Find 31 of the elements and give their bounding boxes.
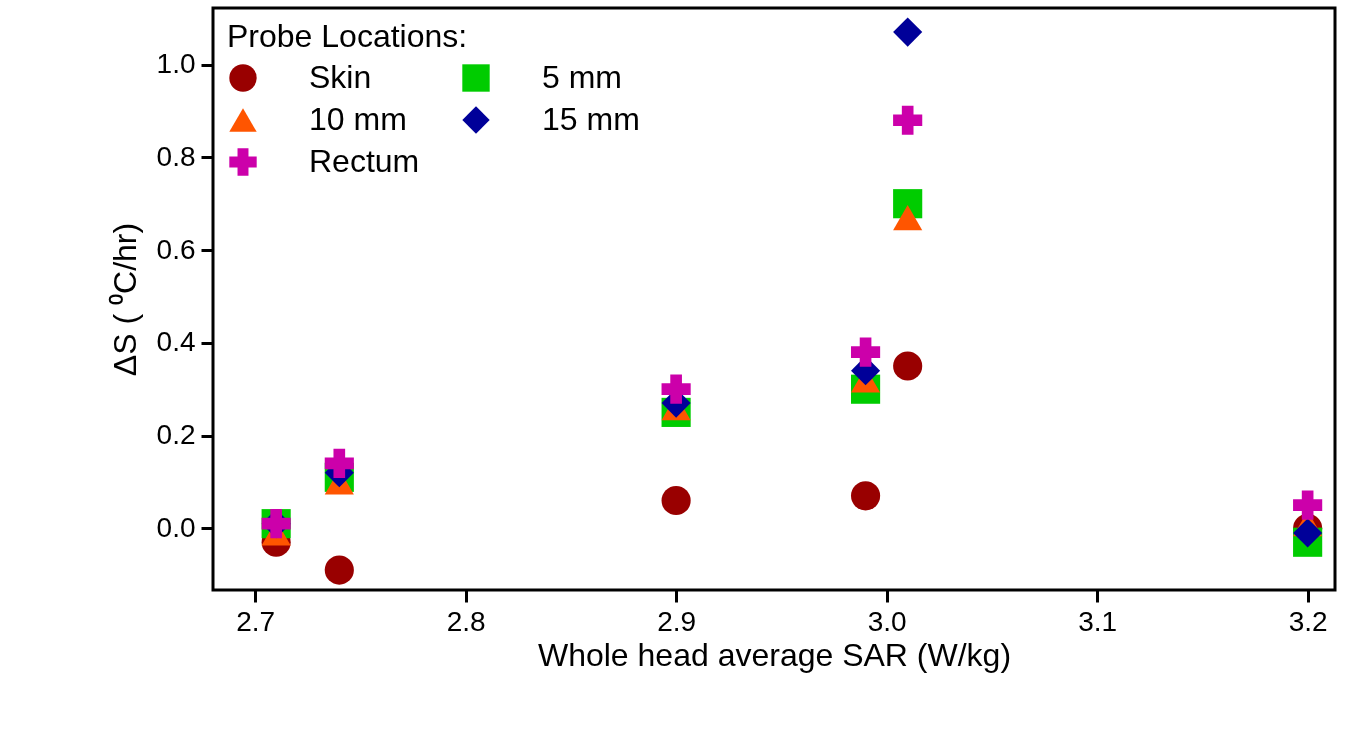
- point: [850, 481, 881, 511]
- x-tick-label: 2.9: [657, 605, 697, 637]
- point: [1293, 490, 1323, 520]
- x-axis-title: Whole head average SAR (W/kg): [537, 636, 1012, 673]
- point: [324, 448, 354, 478]
- x-tick-label: 3.2: [1288, 605, 1328, 637]
- legend-label: 15 mm: [542, 101, 640, 137]
- point: [661, 485, 691, 516]
- y-tick-label: 0.0: [156, 511, 196, 543]
- point: [661, 374, 691, 404]
- legend-label: Skin: [309, 59, 372, 95]
- point: [850, 337, 881, 367]
- legend-label: 10 mm: [309, 101, 407, 137]
- y-tick-label: 0.4: [156, 326, 196, 358]
- point: [893, 351, 923, 381]
- point: [893, 17, 923, 47]
- y-axis-title: ΔS ( ⁰C/hr): [106, 222, 143, 377]
- legend-label: Rectum: [309, 143, 420, 179]
- y-tick-label: 1.0: [156, 48, 196, 80]
- x-tick-label: 2.8: [446, 605, 486, 637]
- y-tick-label: 0.2: [156, 419, 196, 451]
- x-tick-label: 3.0: [867, 605, 907, 637]
- x-tick-label: 3.1: [1078, 605, 1118, 637]
- point: [893, 204, 923, 231]
- legend-title: Probe Locations:: [227, 18, 468, 54]
- point: [324, 555, 354, 585]
- x-tick-label: 2.7: [236, 605, 276, 637]
- legend-label: 5 mm: [542, 59, 622, 95]
- y-tick-label: 0.8: [156, 140, 196, 172]
- y-tick-label: 0.6: [156, 233, 196, 265]
- point: [893, 105, 923, 135]
